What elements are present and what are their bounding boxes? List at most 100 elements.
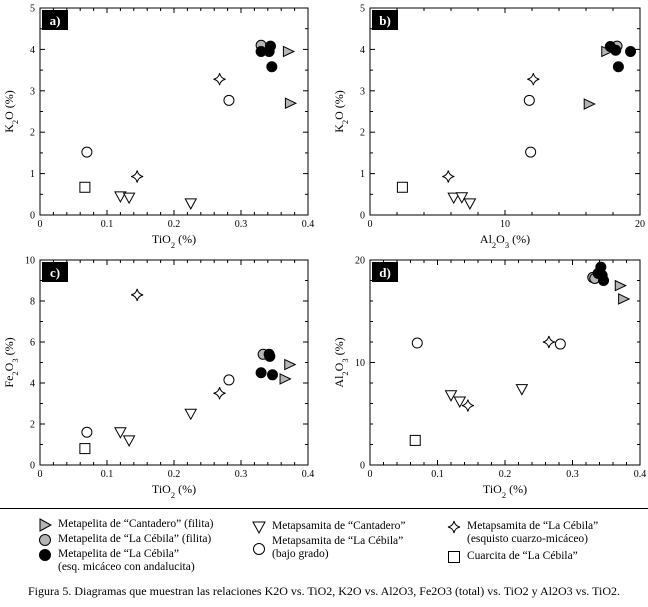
legend-label: Metapelita de “La Cébila” (58, 548, 180, 560)
data-point-metapsamita_cantadero (455, 192, 469, 204)
x-tick-label: 20 (635, 219, 645, 230)
data-point-metapsamita_cebila_bajo (223, 94, 235, 106)
panel-tag-box (372, 262, 398, 282)
x-tick-label: 0 (38, 219, 43, 230)
legend-label-2: (esquisto cuarzo-micáceo) (467, 533, 589, 545)
plot-frame (39, 259, 309, 466)
figure-caption: Figura 5. Diagramas que muestran las rel… (27, 584, 620, 598)
data-point-cantadero_filita (279, 373, 292, 385)
data-point-metapsamita_cantadero (463, 198, 477, 210)
legend-label-2: (bajo grado) (272, 548, 329, 560)
chart-panel-4: 0 0.1 0.2 0.3 0.4 0 10 20 TiO2 (%) Al2O3 (%) d) (332, 256, 646, 501)
x-tick-label: 0 (368, 469, 373, 480)
data-point-metapsamita_cantadero (444, 390, 458, 402)
data-point-metapsamita_cebila_esquisto (131, 170, 144, 183)
data-point-cebila_andalucita (612, 61, 624, 73)
x-axis-label: TiO2 (%) (483, 482, 527, 500)
data-point-metapsamita_cebila_bajo (223, 374, 235, 386)
x-tick-label: 0.2 (168, 219, 181, 230)
plot-frame (369, 259, 641, 466)
data-point-metapsamita_cantadero (114, 427, 127, 439)
x-tick-label: 0 (368, 219, 373, 230)
x-tick-label: 0.3 (566, 469, 579, 480)
legend-label: Metapelita de “Cantadero” (filita) (58, 518, 214, 530)
data-point-cebila_andalucita (264, 350, 276, 362)
y-tick-label: 3 (30, 86, 35, 97)
panel-tag-box (42, 10, 68, 30)
diamond-star-icon (447, 520, 461, 534)
data-point-cebila_andalucita (598, 275, 610, 286)
x-tick-label: 0.3 (235, 469, 248, 480)
data-point-cebila_andalucita (625, 45, 637, 57)
data-point-cuarcita (79, 181, 91, 193)
data-point-cantadero_filita (614, 279, 627, 292)
legend-label: Metapsamita de “La Cébila” (272, 535, 404, 547)
data-point-cantadero_filita (284, 97, 298, 110)
y-tick-label: 2 (30, 128, 35, 139)
plot-frame (369, 7, 641, 216)
x-tick-label: 0.2 (168, 469, 181, 480)
y-tick-label: 10 (355, 358, 365, 369)
data-point-metapsamita_cebila_esquisto (213, 387, 226, 400)
data-point-metapsamita_cebila_esquisto (527, 73, 540, 86)
y-axis-label: Fe2O3 (%) (2, 337, 20, 387)
chart-panel-2: 0 10 20 0 1 2 3 4 5 Al2O3 (%) K2O (%) b) (332, 4, 645, 251)
triangle-down-icon (252, 521, 266, 534)
square-open-icon (448, 551, 460, 563)
legend-label-2: (esq. micáceo con andalucita) (58, 561, 195, 573)
data-point-cuarcita (79, 443, 91, 455)
data-point-metapsamita_cebila_bajo (525, 146, 537, 158)
y-axis-label: K2O (%) (332, 90, 350, 133)
data-point-metapsamita_cebila_bajo (411, 337, 423, 349)
x-tick-label: 0.4 (634, 469, 647, 480)
data-point-metapsamita_cantadero (122, 435, 136, 447)
x-tick-label: 0.4 (302, 469, 315, 480)
y-tick-label: 0 (30, 211, 35, 222)
data-point-cebila_andalucita (255, 367, 267, 379)
data-point-metapsamita_cantadero (447, 192, 461, 205)
y-axis-label: K2O (%) (2, 90, 20, 133)
data-point-cantadero_filita (282, 45, 296, 58)
x-axis-label: TiO2 (%) (152, 482, 196, 500)
y-tick-label: 10 (25, 256, 35, 267)
data-point-cuarcita (409, 434, 421, 446)
y-tick-label: 8 (30, 297, 35, 308)
y-tick-label: 4 (30, 45, 35, 56)
data-point-cebila_andalucita (266, 61, 278, 73)
data-point-metapsamita_cantadero (122, 192, 136, 205)
data-point-cantadero_filita (583, 98, 596, 110)
x-tick-label: 10 (500, 219, 510, 230)
data-point-metapsamita_cebila_esquisto (461, 399, 474, 412)
y-tick-label: 4 (30, 379, 35, 390)
data-point-metapsamita_cebila_esquisto (131, 288, 144, 301)
data-point-cuarcita (396, 181, 408, 193)
data-point-metapsamita_cantadero (184, 198, 198, 210)
data-point-metapsamita_cebila_bajo (81, 146, 93, 158)
y-tick-label: 2 (30, 420, 35, 431)
y-tick-label: 1 (360, 169, 365, 180)
data-point-cebila_andalucita (264, 40, 276, 52)
panel-tag: a) (50, 13, 61, 28)
legend-label: Metapsamita de “Cantadero” (272, 520, 406, 532)
panel-tag: c) (50, 265, 60, 280)
y-tick-label: 1 (30, 169, 35, 180)
panel-tag-box (372, 10, 398, 30)
x-tick-label: 0 (38, 469, 43, 480)
data-point-cantadero_filita (618, 293, 631, 305)
y-tick-label: 0 (360, 211, 365, 222)
y-tick-label: 6 (30, 338, 35, 349)
y-tick-label: 5 (360, 4, 365, 15)
y-axis-label: Al2O3 (%) (332, 337, 350, 387)
y-tick-label: 4 (360, 45, 365, 56)
panel-tag: b) (379, 13, 391, 28)
legend-label: Cuarcita de “La Cébila” (467, 550, 578, 562)
y-tick-label: 0 (30, 461, 35, 472)
x-tick-label: 0.3 (235, 219, 248, 230)
legend: Metapelita de “Cantadero” (filita) Metap… (0, 508, 648, 573)
x-tick-label: 0.1 (101, 469, 114, 480)
data-point-metapsamita_cebila_bajo (554, 338, 566, 350)
data-point-cebila_andalucita (610, 44, 622, 56)
data-point-metapsamita_cantadero (114, 191, 127, 203)
data-point-metapsamita_cebila_esquisto (442, 170, 455, 183)
x-tick-label: 0.1 (101, 219, 114, 230)
